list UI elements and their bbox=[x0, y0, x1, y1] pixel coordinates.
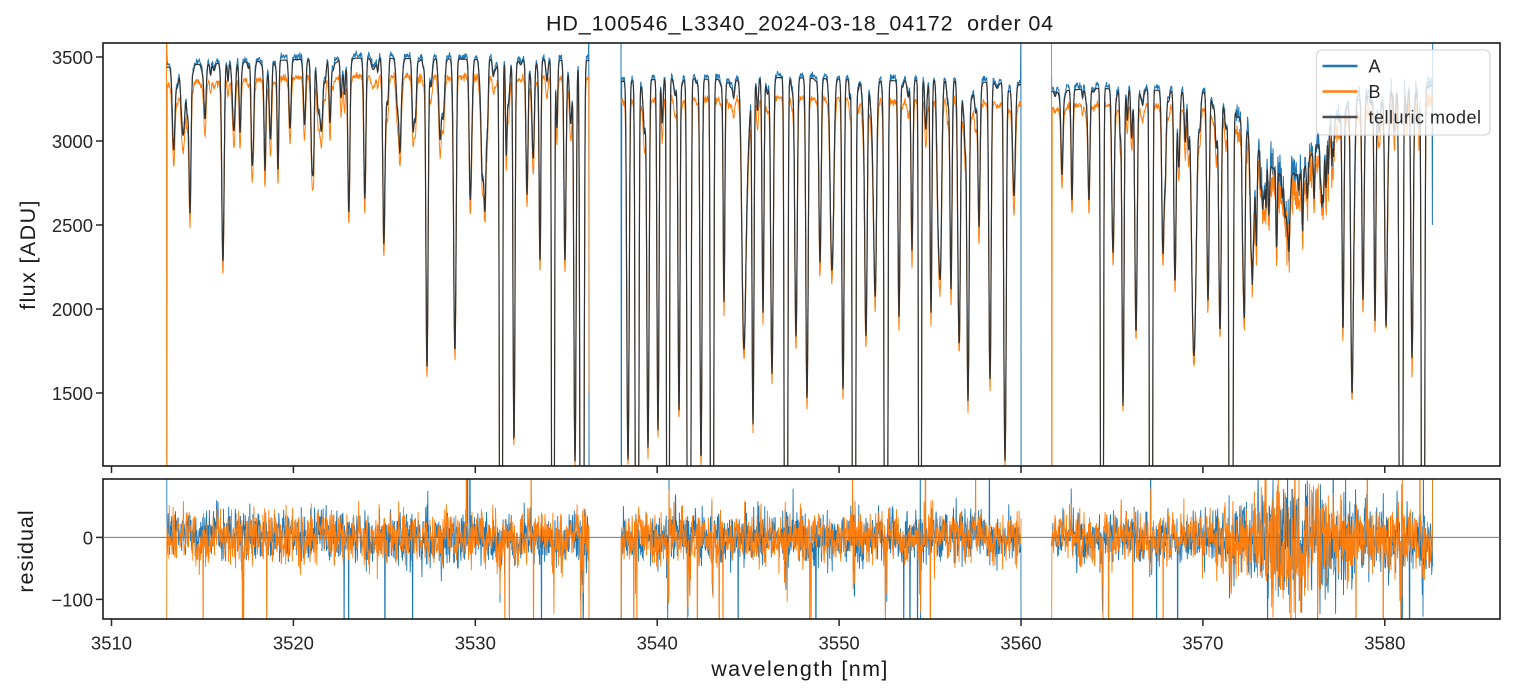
svg-text:2500: 2500 bbox=[52, 215, 93, 236]
svg-text:residual: residual bbox=[14, 509, 38, 592]
svg-text:flux [ADU]: flux [ADU] bbox=[16, 199, 40, 310]
svg-text:telluric model: telluric model bbox=[1369, 108, 1482, 128]
svg-text:−100: −100 bbox=[51, 590, 93, 611]
svg-text:3550: 3550 bbox=[819, 633, 860, 654]
svg-text:1500: 1500 bbox=[52, 383, 93, 404]
svg-text:3560: 3560 bbox=[1000, 633, 1041, 654]
svg-text:wavelength [nm]: wavelength [nm] bbox=[710, 657, 889, 681]
svg-text:3580: 3580 bbox=[1364, 633, 1405, 654]
svg-text:HD_100546_L3340_2024-03-18_041: HD_100546_L3340_2024-03-18_04172 order 0… bbox=[546, 12, 1054, 36]
svg-text:3510: 3510 bbox=[91, 633, 132, 654]
svg-text:3000: 3000 bbox=[52, 131, 93, 152]
svg-text:3500: 3500 bbox=[52, 47, 93, 68]
svg-text:0: 0 bbox=[83, 528, 93, 549]
svg-text:B: B bbox=[1369, 82, 1382, 102]
svg-text:A: A bbox=[1369, 57, 1382, 77]
svg-text:3540: 3540 bbox=[637, 633, 678, 654]
svg-text:3520: 3520 bbox=[273, 633, 314, 654]
svg-text:3530: 3530 bbox=[455, 633, 496, 654]
svg-text:2000: 2000 bbox=[52, 299, 93, 320]
svg-text:3570: 3570 bbox=[1182, 633, 1223, 654]
